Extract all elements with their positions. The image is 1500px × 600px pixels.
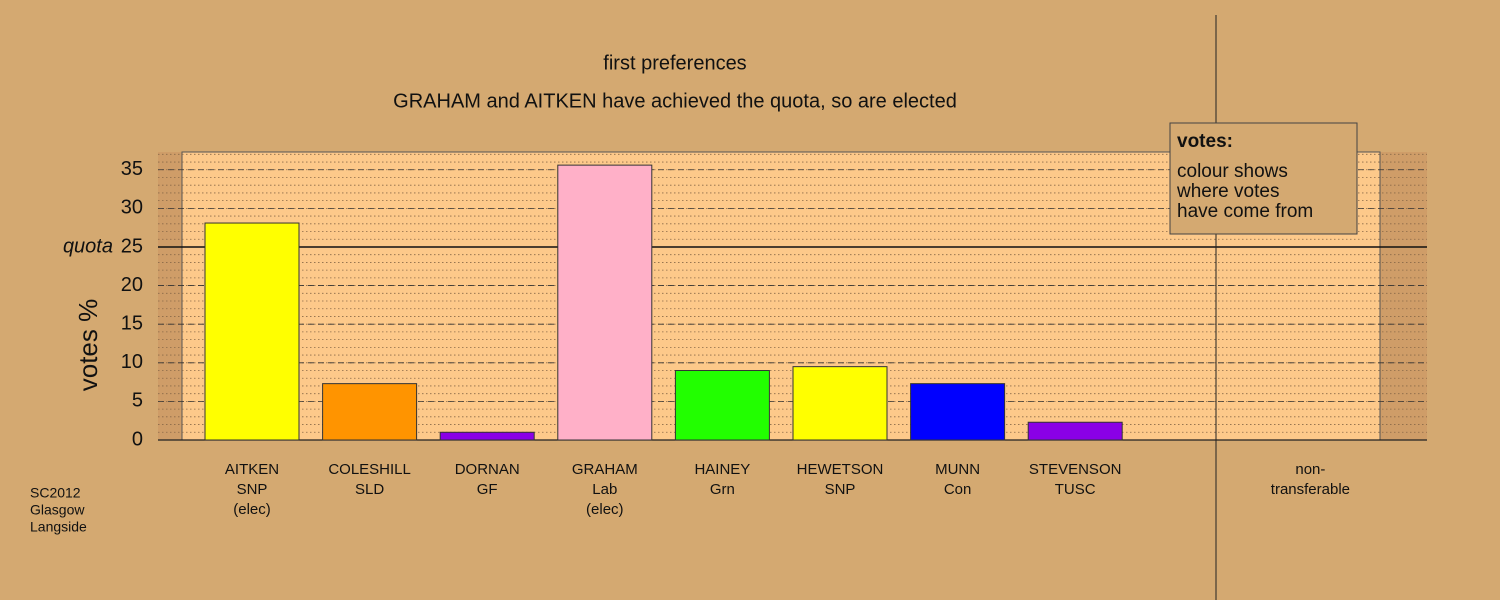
x-tick-label: DORNAN: [455, 461, 520, 478]
legend-box: [1169, 122, 1358, 235]
chart-title: first preferences: [603, 52, 746, 74]
x-tick-label: Grn: [710, 481, 735, 498]
x-tick-label: HAINEY: [694, 461, 750, 478]
footnote: SC2012: [30, 485, 81, 501]
x-tick-label: GF: [477, 481, 498, 498]
x-tick-label: (elec): [233, 501, 271, 518]
x-tick-label: STEVENSON: [1029, 461, 1122, 478]
x-tick-label: Con: [944, 481, 972, 498]
bar: [674, 370, 770, 441]
bar: [439, 431, 535, 441]
legend-text: colour shows: [1177, 161, 1288, 182]
footnote: Langside: [30, 519, 87, 535]
x-tick-label: transferable: [1271, 481, 1350, 498]
bar: [1027, 421, 1123, 441]
bar: [910, 383, 1006, 441]
quota-label: quota: [63, 235, 113, 257]
y-axis-label: votes %: [73, 299, 103, 392]
bar: [204, 222, 300, 441]
y-tick-label: 20: [121, 274, 143, 296]
chart-subtitle: GRAHAM and AITKEN have achieved the quot…: [393, 90, 957, 112]
y-tick-label: 5: [132, 390, 143, 412]
bar: [792, 366, 888, 441]
footnote: Glasgow: [30, 502, 85, 518]
legend-title: votes:: [1177, 131, 1233, 152]
y-tick-label: 0: [132, 428, 143, 450]
bar: [322, 383, 418, 441]
x-tick-label: non-: [1295, 461, 1325, 478]
y-tick-label: 30: [121, 197, 143, 219]
x-tick-label: HEWETSON: [797, 461, 884, 478]
legend-text: have come from: [1177, 201, 1313, 222]
x-tick-label: Lab: [592, 481, 617, 498]
bar: [557, 164, 653, 441]
y-tick-label: 10: [121, 351, 143, 373]
x-tick-label: SNP: [825, 481, 856, 498]
x-tick-label: MUNN: [935, 461, 980, 478]
x-tick-label: GRAHAM: [572, 461, 638, 478]
x-tick-label: SLD: [355, 481, 384, 498]
legend: votes: colour shows where votes have com…: [1169, 122, 1358, 235]
x-tick-label: SNP: [237, 481, 268, 498]
x-tick-label: (elec): [586, 501, 624, 518]
y-tick-label: 15: [121, 312, 143, 334]
legend-text: where votes: [1176, 181, 1279, 202]
x-tick-label: TUSC: [1055, 481, 1096, 498]
y-tick-label: 35: [121, 158, 143, 180]
x-tick-label: AITKEN: [225, 461, 279, 478]
x-tick-label: COLESHILL: [328, 461, 411, 478]
y-tick-label: 25: [121, 235, 143, 257]
